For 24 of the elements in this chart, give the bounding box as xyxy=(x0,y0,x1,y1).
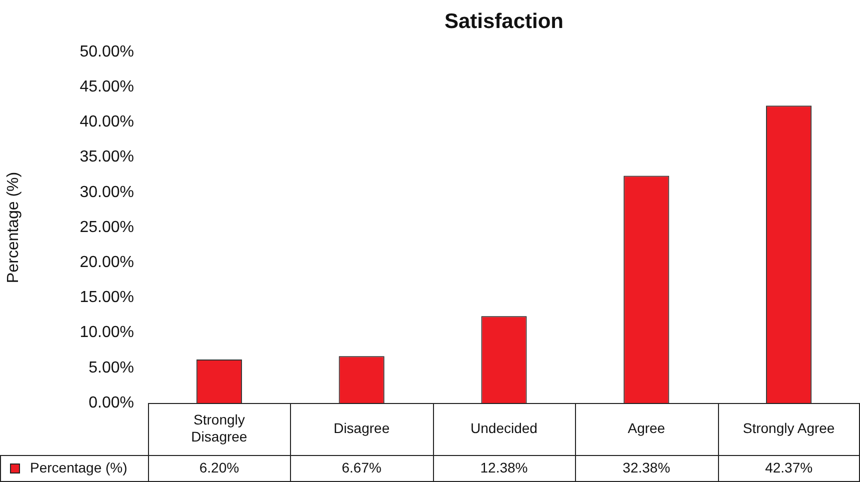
y-tick-label: 35.00% xyxy=(80,148,134,166)
x-tick-label: Strongly Agree xyxy=(742,420,835,436)
y-tick-label: 15.00% xyxy=(80,289,134,306)
y-tick-label: 50.00% xyxy=(80,43,134,60)
data-label: 6.67% xyxy=(342,459,382,476)
x-tick-label: Strongly Disagree xyxy=(191,411,248,444)
y-tick-label: 5.00% xyxy=(88,359,134,376)
y-tick-label: 10.00% xyxy=(80,324,134,342)
y-tick-label: 0.00% xyxy=(88,394,134,412)
y-axis-title: Percentage (%) xyxy=(5,172,22,284)
y-tick-label: 30.00% xyxy=(80,184,134,201)
x-tick-label: Undecided xyxy=(470,420,538,436)
chart-title: Satisfaction xyxy=(444,10,564,33)
y-tick-label: 25.00% xyxy=(80,218,134,236)
legend-label: Percentage (%) xyxy=(30,459,128,476)
data-label: 12.38% xyxy=(480,459,528,476)
x-tick-label: Agree xyxy=(628,420,666,436)
y-tick-label: 20.00% xyxy=(80,254,134,272)
data-label: 32.38% xyxy=(622,459,670,476)
x-tick-label: Disagree xyxy=(334,420,390,436)
data-label: 6.20% xyxy=(199,459,240,476)
y-tick-label: 40.00% xyxy=(80,114,134,131)
data-label: 42.37% xyxy=(765,459,813,476)
y-tick-label: 45.00% xyxy=(80,78,134,96)
